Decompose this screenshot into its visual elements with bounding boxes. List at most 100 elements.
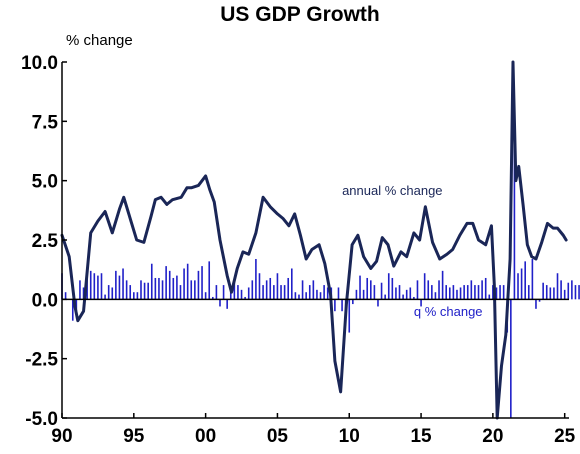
quarterly-bar	[287, 277, 290, 300]
quarterly-bar	[161, 280, 164, 300]
quarterly-bar	[387, 273, 390, 300]
x-tick-label: 10	[339, 426, 360, 447]
annotation-annual-change: annual % change	[342, 183, 442, 198]
quarterly-bar	[362, 289, 365, 300]
quarterly-bar	[341, 299, 343, 312]
quarterly-bar	[553, 287, 555, 300]
quarterly-bar	[413, 296, 415, 300]
quarterly-bar	[82, 287, 85, 300]
x-axis: 90 95 00 05 10 15 20 25	[51, 413, 576, 447]
quarterly-bar	[348, 299, 351, 333]
quarterly-bar	[147, 282, 149, 300]
quarterly-bar	[563, 289, 566, 300]
quarterly-bar	[133, 292, 135, 300]
quarterly-bar	[89, 270, 92, 300]
quarterly-bar	[226, 299, 228, 309]
quarterly-bar	[470, 280, 473, 300]
quarterly-bar	[542, 282, 544, 300]
y-tick-label: -2.5	[25, 350, 58, 371]
quarterly-bar	[154, 277, 157, 300]
quarterly-bar	[97, 275, 99, 300]
quarterly-bar	[150, 263, 153, 300]
quarterly-bar	[466, 285, 469, 300]
quarterly-bar	[294, 292, 297, 300]
quarterly-bar	[492, 285, 494, 300]
y-axis-label: % change	[66, 32, 133, 49]
plot-area	[60, 60, 580, 420]
quarterly-bar	[115, 270, 117, 300]
annotation-q-change: q % change	[414, 304, 483, 319]
quarterly-bar	[574, 285, 577, 300]
quarterly-bar	[111, 287, 114, 300]
quarterly-bar	[517, 273, 519, 300]
quarterly-bar	[265, 280, 268, 300]
quarterly-bar	[201, 266, 203, 300]
quarterly-bar	[448, 287, 451, 300]
quarterly-bar	[176, 275, 178, 300]
quarterly-bar	[129, 285, 132, 300]
quarterly-bar	[104, 294, 106, 300]
quarterly-bar	[283, 285, 286, 300]
quarterly-bar	[251, 280, 254, 300]
quarterly-bar	[204, 292, 207, 300]
y-tick-label: 7.5	[32, 112, 59, 133]
quarterly-bar	[291, 268, 293, 300]
quarterly-bar	[398, 285, 401, 300]
quarterly-bar	[75, 299, 78, 312]
quarterly-bar	[495, 287, 498, 300]
quarterly-bar	[165, 266, 167, 300]
quarterly-bar	[337, 287, 340, 300]
y-tick-label: 0.0	[32, 290, 58, 311]
quarterly-bar	[420, 299, 422, 307]
quarterly-bar	[531, 258, 534, 300]
quarterly-bar	[258, 273, 261, 300]
quarterly-bar	[190, 280, 193, 300]
quarterly-bar	[64, 292, 67, 300]
quarterly-bar	[244, 296, 246, 300]
quarterly-bars	[61, 114, 580, 418]
y-tick-label: 2.5	[32, 231, 59, 252]
quarterly-bar	[481, 280, 483, 300]
quarterly-bar	[499, 285, 501, 300]
y-ticks: 10.0 7.5 5.0 2.5 0.0 -2.5 -5.0	[21, 53, 67, 430]
quarterly-bar	[535, 299, 537, 309]
quarterly-bar	[524, 261, 526, 300]
quarterly-bar	[122, 268, 124, 300]
y-axis: 10.0 7.5 5.0 2.5 0.0 -2.5 -5.0	[21, 53, 67, 430]
quarterly-bar	[549, 287, 552, 300]
annual-change-line	[60, 60, 568, 420]
quarterly-bar	[269, 277, 272, 300]
quarterly-bar	[423, 273, 426, 300]
quarterly-bar	[377, 299, 379, 307]
y-tick-label: 5.0	[32, 172, 58, 193]
quarterly-bar	[405, 289, 408, 300]
quarterly-bar	[140, 280, 142, 300]
quarterly-bar	[168, 270, 171, 300]
quarterly-bar	[305, 292, 307, 300]
quarterly-bar	[373, 285, 376, 300]
quarterly-bar	[513, 114, 516, 300]
quarterly-bar	[118, 275, 121, 300]
quarterly-bar	[208, 261, 211, 300]
quarterly-bar	[316, 289, 318, 300]
quarterly-bar	[215, 285, 218, 300]
quarterly-bar	[197, 270, 200, 300]
quarterly-bar	[219, 299, 221, 307]
quarterly-bar	[427, 280, 430, 300]
quarterly-bar	[545, 285, 548, 300]
quarterly-bar	[463, 285, 465, 300]
quarterly-bar	[158, 277, 160, 300]
quarterly-bar	[273, 285, 275, 300]
quarterly-bar	[93, 273, 96, 300]
quarterly-bar	[520, 268, 523, 300]
quarterly-bar	[172, 277, 175, 300]
x-tick-label: 25	[554, 426, 576, 447]
quarterly-bar	[319, 292, 322, 300]
quarterly-bar	[431, 285, 433, 300]
quarterly-bar	[459, 287, 462, 300]
quarterly-bar	[255, 258, 257, 300]
quarterly-bar	[502, 285, 505, 300]
quarterly-bar	[395, 287, 397, 300]
y-tick-label: 10.0	[21, 53, 58, 74]
